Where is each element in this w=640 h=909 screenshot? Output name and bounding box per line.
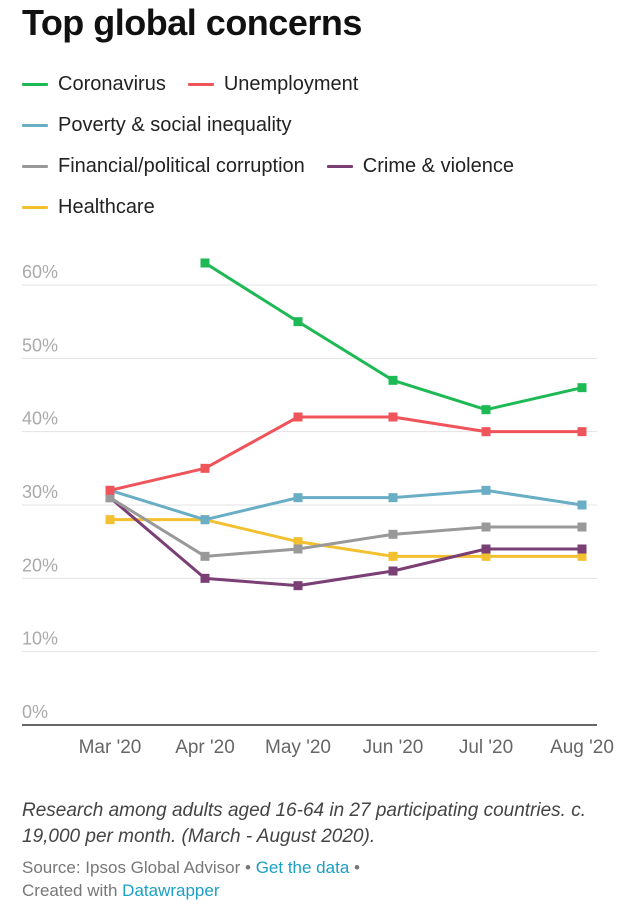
data-point-unemployment — [577, 427, 587, 437]
source-line: Source: Ipsos Global Advisor • Get the d… — [22, 856, 622, 902]
data-point-poverty-social-inequality — [200, 515, 210, 525]
chart-legend: Coronavirus Unemployment Poverty & socia… — [22, 64, 622, 228]
data-point-financial-political-corruption — [388, 529, 398, 539]
legend-label-corruption: Financial/political corruption — [58, 155, 305, 177]
data-point-poverty-social-inequality — [577, 500, 587, 510]
data-point-unemployment — [481, 427, 491, 437]
data-point-crime-violence — [388, 566, 398, 576]
y-tick-label: 40% — [22, 409, 58, 429]
x-tick-label: Jul '20 — [459, 737, 513, 758]
y-tick-label: 0% — [22, 702, 48, 722]
data-point-unemployment — [293, 412, 303, 422]
legend-swatch-healthcare — [22, 206, 48, 209]
legend-swatch-coronavirus — [22, 83, 48, 86]
data-point-coronavirus — [293, 317, 303, 327]
data-point-financial-political-corruption — [105, 493, 115, 503]
data-point-unemployment — [388, 412, 398, 422]
legend-item-corruption: Financial/political corruption — [22, 155, 305, 178]
created-with-text: Created with — [22, 881, 118, 900]
x-tick-label: Jun '20 — [363, 737, 424, 758]
legend-label-coronavirus: Coronavirus — [58, 73, 166, 95]
separator-dot: • — [245, 858, 251, 877]
x-tick-label: Aug '20 — [550, 737, 614, 758]
legend-swatch-corruption — [22, 165, 48, 168]
data-point-financial-political-corruption — [293, 544, 303, 554]
data-point-crime-violence — [200, 573, 210, 583]
series-line-crime-violence — [109, 496, 582, 588]
legend-label-unemployment: Unemployment — [223, 73, 359, 95]
data-point-poverty-social-inequality — [293, 493, 303, 503]
legend-swatch-crime — [326, 165, 353, 168]
separator-dot: • — [354, 858, 360, 877]
legend-item-coronavirus: Coronavirus — [22, 73, 166, 96]
legend-label-poverty: Poverty & social inequality — [58, 114, 292, 136]
data-point-coronavirus — [388, 375, 398, 385]
legend-item-poverty: Poverty & social inequality — [22, 114, 291, 137]
legend-row: Coronavirus Unemployment — [22, 64, 622, 105]
data-point-healthcare — [388, 551, 398, 561]
y-tick-label: 50% — [22, 335, 58, 355]
y-tick-label: 60% — [22, 262, 58, 282]
data-point-crime-violence — [481, 544, 491, 554]
y-tick-label: 30% — [22, 482, 58, 502]
datawrapper-link[interactable]: Datawrapper — [122, 881, 220, 900]
legend-swatch-unemployment — [187, 83, 214, 86]
data-point-unemployment — [200, 463, 210, 473]
data-point-healthcare — [293, 537, 303, 547]
legend-row: Financial/political corruption Crime & v… — [22, 146, 622, 187]
chart-title: Top global concerns — [22, 2, 362, 43]
series-line-financial-political-corruption — [109, 496, 582, 558]
data-point-coronavirus — [481, 405, 491, 415]
legend-swatch-poverty — [22, 124, 48, 127]
data-point-poverty-social-inequality — [388, 493, 398, 503]
data-point-financial-political-corruption — [200, 551, 210, 561]
x-tick-label: May '20 — [265, 737, 331, 758]
data-point-healthcare — [105, 515, 115, 525]
line-chart: 0% 10% 20% 30% 40% 50% 60% Mar '20 Apr '20 May '2… — [22, 258, 614, 758]
legend-label-healthcare: Healthcare — [58, 196, 155, 218]
data-point-crime-violence — [577, 544, 587, 554]
series-line-unemployment — [109, 415, 582, 492]
legend-label-crime: Crime & violence — [362, 155, 514, 177]
legend-row: Poverty & social inequality — [22, 105, 622, 146]
series-line-poverty-social-inequality — [109, 488, 583, 522]
series-line-healthcare — [110, 518, 582, 558]
source-text: Source: Ipsos Global Advisor — [22, 858, 241, 877]
data-point-financial-political-corruption — [577, 522, 587, 532]
data-point-healthcare — [481, 551, 491, 561]
x-tick-label: Apr '20 — [175, 737, 235, 758]
data-point-coronavirus — [577, 383, 587, 393]
legend-item-unemployment: Unemployment — [187, 73, 359, 96]
get-the-data-link[interactable]: Get the data — [255, 858, 350, 877]
data-point-healthcare — [577, 551, 587, 561]
y-tick-label: 10% — [22, 629, 58, 649]
y-tick-label: 20% — [22, 555, 58, 575]
legend-row: Healthcare — [22, 187, 622, 228]
data-point-crime-violence — [293, 581, 303, 591]
x-tick-label: Mar '20 — [79, 737, 142, 758]
data-point-poverty-social-inequality — [481, 485, 491, 495]
data-point-financial-political-corruption — [481, 522, 491, 532]
legend-item-crime: Crime & violence — [326, 155, 514, 178]
data-point-coronavirus — [200, 258, 210, 268]
data-point-unemployment — [105, 485, 115, 495]
chart-note: Research among adults aged 16-64 in 27 p… — [22, 800, 587, 847]
legend-item-healthcare: Healthcare — [22, 196, 155, 219]
